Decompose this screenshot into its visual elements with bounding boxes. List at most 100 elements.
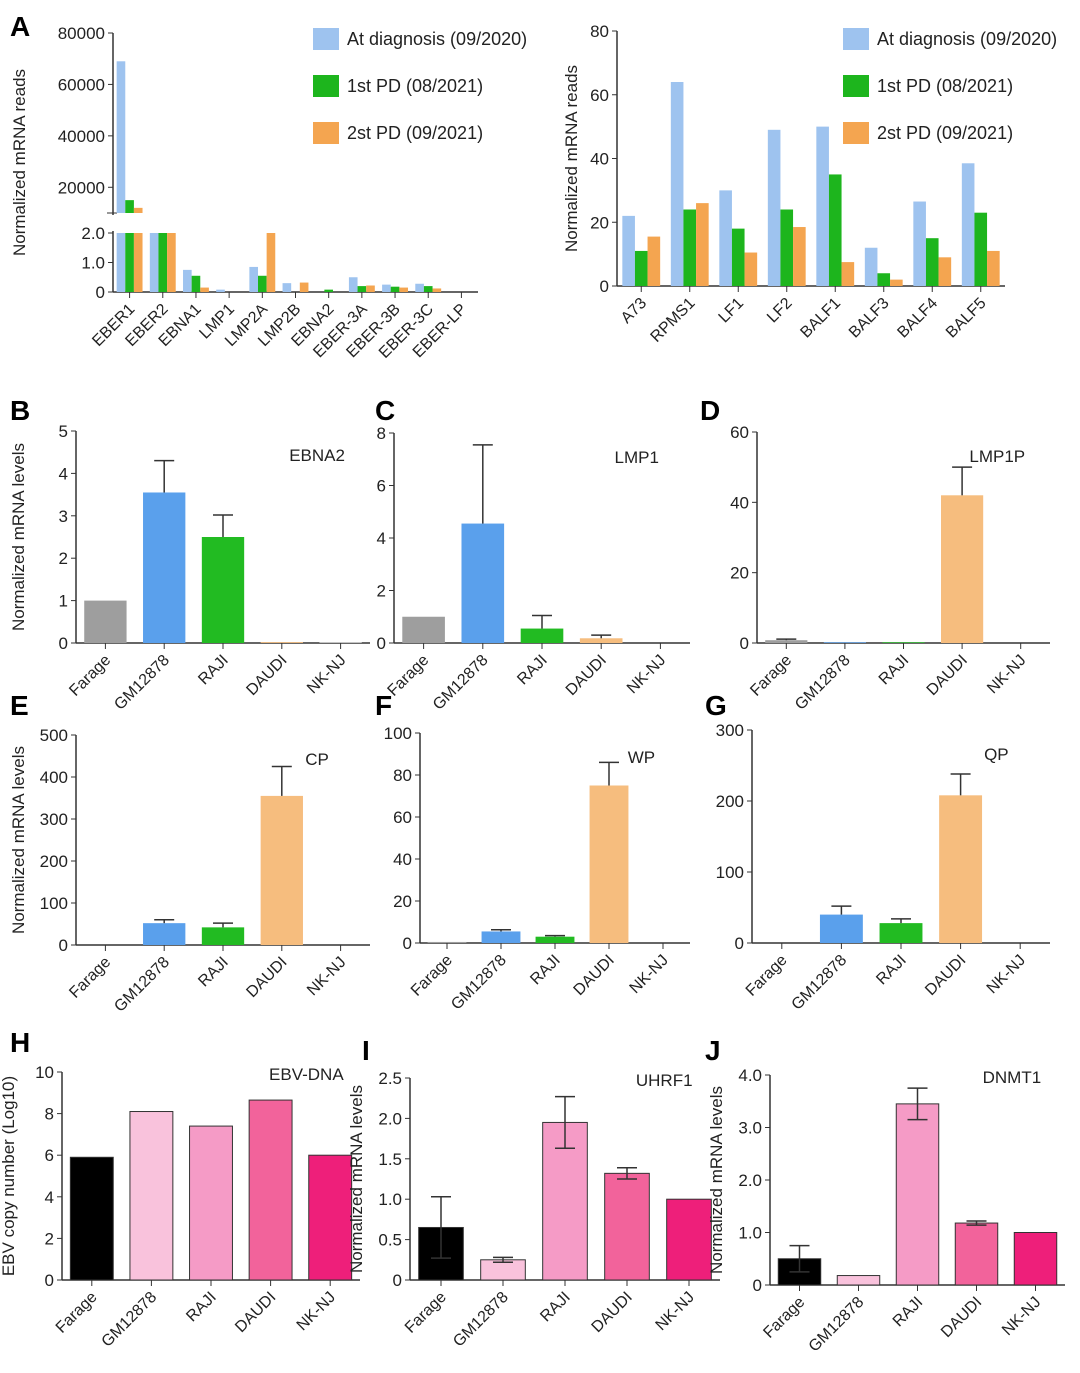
bar [116, 233, 126, 292]
y-tick-label: 20 [590, 213, 609, 232]
y-axis-label: Normalized mRNA levels [9, 443, 28, 631]
chart-title: CP [305, 750, 329, 769]
bar [767, 129, 781, 286]
x-tick-label: RAJI [183, 1289, 220, 1326]
bar [143, 492, 186, 643]
legend-swatch [313, 75, 339, 97]
y-tick-label: 6 [377, 477, 386, 496]
bar [216, 289, 225, 292]
bar [191, 275, 201, 292]
x-tick-label: NK-NJ [984, 952, 1029, 997]
bar [925, 238, 939, 286]
x-tick-label: LF2 [764, 295, 796, 327]
bar [282, 283, 292, 292]
bar [266, 233, 276, 292]
x-tick-label: DAUDI [243, 954, 290, 1001]
x-tick-label: DAUDI [563, 652, 610, 699]
chart-title: EBNA2 [289, 446, 345, 465]
bar [423, 286, 433, 292]
chart-title: DNMT1 [983, 1068, 1042, 1087]
bar [836, 1275, 881, 1286]
chart-title: EBV-DNA [269, 1065, 344, 1084]
bar [348, 277, 358, 292]
x-tick-label: RAJI [514, 652, 551, 689]
bar [258, 275, 267, 292]
y-tick-label: 0.5 [378, 1231, 402, 1250]
bar [201, 927, 245, 945]
y-tick-label: 100 [384, 724, 412, 743]
bar [604, 1172, 650, 1281]
y-tick-label: 4 [377, 529, 386, 548]
panel-letter: G [705, 690, 727, 721]
legend-label: 1st PD (08/2021) [347, 76, 483, 96]
bar [149, 233, 159, 292]
y-tick-label: 0 [59, 634, 68, 653]
bar [69, 1156, 114, 1281]
bar [201, 537, 245, 643]
x-tick-label: A73 [618, 295, 650, 327]
bar [780, 209, 794, 286]
x-tick-label: RAJI [195, 954, 232, 991]
bar [961, 163, 975, 286]
y-tick-label: 300 [716, 721, 744, 740]
bar [427, 941, 467, 943]
x-tick-label: LF1 [716, 295, 748, 327]
x-tick-label: Farage [760, 1294, 808, 1342]
y-tick-label: 4.0 [738, 1066, 762, 1085]
y-tick-label: 200 [40, 852, 68, 871]
bar-upper [116, 61, 126, 214]
bar [939, 795, 983, 943]
bar [167, 233, 176, 292]
y-tick-label: 0 [59, 936, 68, 955]
bar [461, 523, 505, 643]
x-tick-label: DAUDI [232, 1289, 279, 1336]
x-tick-label: GM12878 [792, 652, 854, 714]
bar [879, 923, 923, 943]
y-tick-label: 100 [40, 894, 68, 913]
x-tick-label: GM12878 [450, 1289, 512, 1351]
bar [249, 266, 259, 292]
bar [189, 1125, 233, 1281]
x-tick-label: NK-NJ [626, 952, 671, 997]
bar [415, 283, 424, 292]
x-tick-label: BALF4 [894, 295, 941, 342]
y-tick-label: 40000 [58, 127, 105, 146]
y-tick-label: 500 [40, 726, 68, 745]
y-tick-label: 40 [590, 150, 609, 169]
panel-letter: H [10, 1027, 30, 1058]
y-tick-label: 10 [35, 1063, 54, 1082]
y-axis-label: Normalized mRNA levels [9, 746, 28, 934]
bar [366, 285, 375, 292]
x-tick-label: NK-NJ [999, 1294, 1044, 1339]
bar [841, 262, 855, 286]
bar [666, 1198, 712, 1281]
chart-title: UHRF1 [636, 1071, 693, 1090]
y-axis-label: Normalized mRNA levels [707, 1086, 726, 1274]
y-tick-label: 0 [735, 934, 744, 953]
chart-title: WP [628, 748, 655, 767]
panel-letter: D [700, 395, 720, 426]
y-tick-label: 8 [377, 424, 386, 443]
y-tick-label: 0 [403, 934, 412, 953]
y-tick-label: 5 [59, 422, 68, 441]
axis-break [110, 215, 118, 231]
bar-upper [133, 207, 143, 213]
x-tick-label: GM12878 [430, 652, 492, 714]
y-tick-label: 2 [377, 582, 386, 601]
x-tick-label: RAJI [195, 652, 232, 689]
y-tick-label: 300 [40, 810, 68, 829]
bar [882, 642, 925, 643]
y-axis-label: Normalized mRNA reads [562, 65, 581, 252]
bar [913, 201, 926, 286]
legend-label: 1st PD (08/2021) [877, 76, 1013, 96]
bar [731, 228, 745, 286]
x-tick-label: GM12878 [111, 954, 173, 1016]
bar [683, 209, 697, 286]
legend-label: 2st PD (09/2021) [877, 123, 1013, 143]
y-tick-label: 20 [393, 892, 412, 911]
y-tick-label: 40 [730, 493, 749, 512]
x-tick-label: Farage [53, 1289, 101, 1337]
x-tick-label: DAUDI [243, 652, 290, 699]
y-tick-label: 80 [590, 22, 609, 41]
